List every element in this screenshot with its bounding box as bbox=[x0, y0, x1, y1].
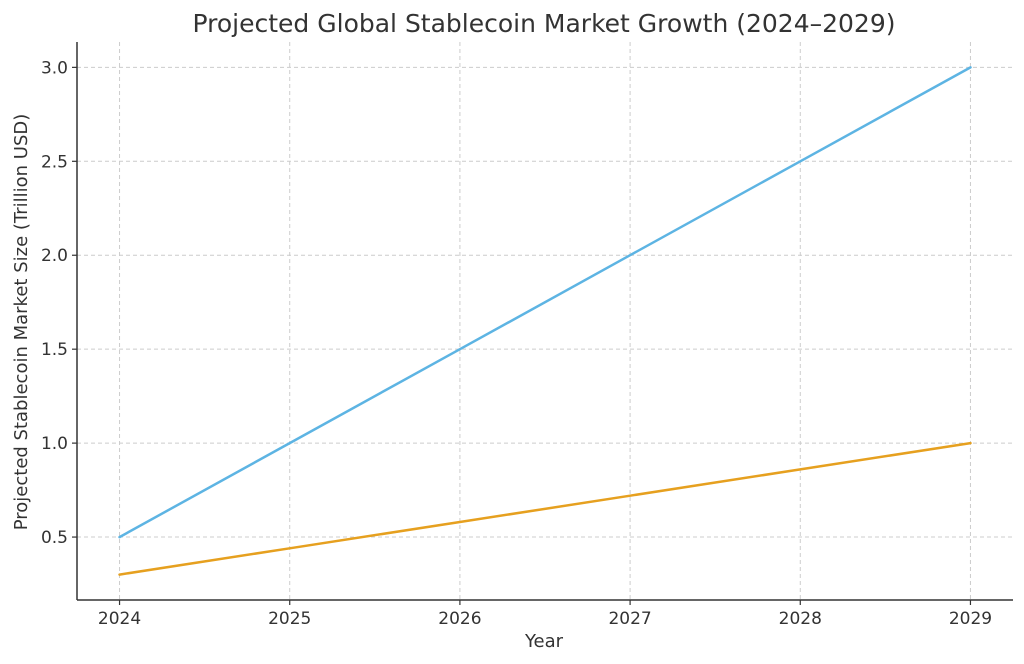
grid-lines bbox=[77, 42, 1013, 600]
series-line-2 bbox=[118, 441, 972, 576]
chart-title: Projected Global Stablecoin Market Growt… bbox=[193, 9, 896, 38]
x-tick-label: 2029 bbox=[949, 609, 992, 629]
series-line-1 bbox=[118, 66, 972, 539]
y-tick-label: 3.0 bbox=[41, 58, 68, 78]
x-tick-label: 2028 bbox=[779, 609, 822, 629]
y-axis-label: Projected Stablecoin Market Size (Trilli… bbox=[11, 114, 32, 531]
y-tick-label: 0.5 bbox=[41, 528, 68, 548]
x-tick-label: 2025 bbox=[268, 609, 311, 629]
axes: 2024 2025 2026 2027 2028 2029 0.5 1.0 1.5 2.0 2.5 3… bbox=[41, 42, 1013, 629]
x-tick-label: 2026 bbox=[438, 609, 481, 629]
y-tick-label: 1.0 bbox=[41, 434, 68, 454]
x-tick-label: 2027 bbox=[608, 609, 651, 629]
x-axis-label: Year bbox=[524, 631, 564, 652]
y-tick-label: 2.0 bbox=[41, 246, 68, 266]
plot-area bbox=[118, 66, 972, 576]
y-tick-label: 1.5 bbox=[41, 340, 68, 360]
x-tick-label: 2024 bbox=[98, 609, 141, 629]
y-tick-label: 2.5 bbox=[41, 152, 68, 172]
